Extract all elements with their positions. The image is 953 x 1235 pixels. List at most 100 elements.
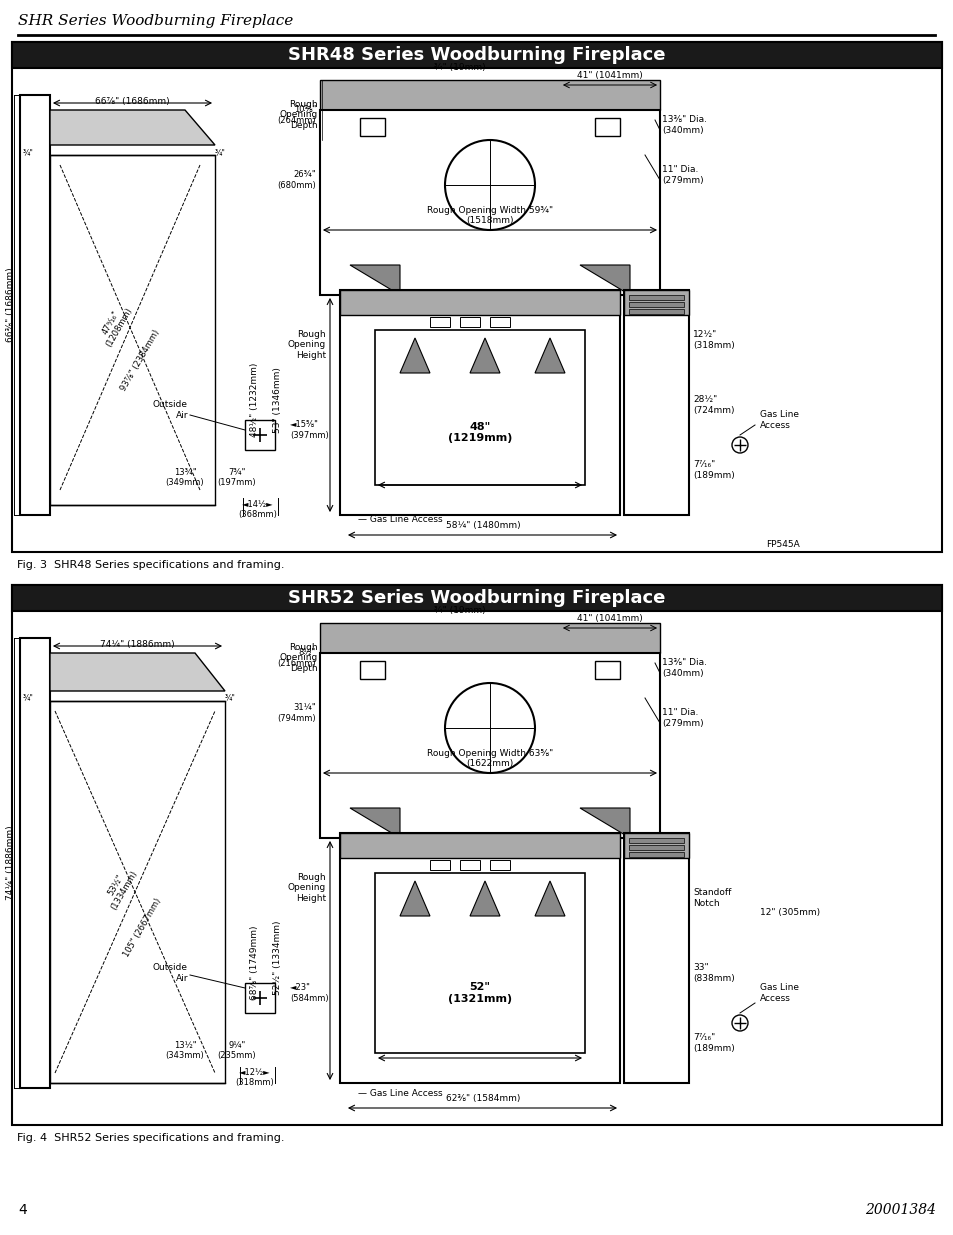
Bar bbox=[459, 317, 479, 327]
Bar bbox=[12, 585, 941, 611]
Text: FP545A: FP545A bbox=[765, 540, 800, 550]
Text: Rough
Opening
Height: Rough Opening Height bbox=[288, 330, 326, 359]
Text: Rough Opening Width 59¾"
(1518mm): Rough Opening Width 59¾" (1518mm) bbox=[427, 205, 553, 225]
Polygon shape bbox=[399, 881, 430, 916]
Text: 53½"
(1334mm): 53½" (1334mm) bbox=[100, 864, 139, 911]
Bar bbox=[12, 42, 941, 552]
Bar bbox=[12, 42, 941, 68]
Bar bbox=[628, 309, 683, 314]
Bar bbox=[628, 839, 683, 844]
Bar bbox=[623, 290, 688, 515]
Text: SHR52 Series Woodburning Fireplace: SHR52 Series Woodburning Fireplace bbox=[288, 589, 665, 606]
Text: 52"
(1321mm): 52" (1321mm) bbox=[448, 982, 512, 1004]
Polygon shape bbox=[50, 653, 225, 692]
Text: 47⁹⁄₁₆"
(1208mm): 47⁹⁄₁₆" (1208mm) bbox=[95, 301, 134, 348]
Text: 93⅞" (2384mm): 93⅞" (2384mm) bbox=[119, 327, 161, 393]
Text: 9¼"
(235mm): 9¼" (235mm) bbox=[217, 1041, 256, 1061]
Text: ◄23"
(584mm): ◄23" (584mm) bbox=[290, 983, 328, 1003]
Bar bbox=[459, 860, 479, 869]
Text: 12" (305mm): 12" (305mm) bbox=[760, 909, 820, 918]
Text: 11" Dia.
(279mm): 11" Dia. (279mm) bbox=[661, 709, 703, 727]
Text: Gas Line
Access: Gas Line Access bbox=[760, 410, 799, 430]
Text: 41" (1041mm): 41" (1041mm) bbox=[577, 70, 642, 80]
Text: ¾" (19mm): ¾" (19mm) bbox=[434, 63, 485, 72]
Text: 13⅜" Dia.
(340mm): 13⅜" Dia. (340mm) bbox=[661, 115, 706, 135]
Text: ¾": ¾" bbox=[23, 148, 33, 158]
Polygon shape bbox=[50, 156, 214, 505]
Text: 68⅞" (1749mm): 68⅞" (1749mm) bbox=[251, 926, 259, 1000]
Text: 8½"
(216mm): 8½" (216mm) bbox=[277, 648, 315, 668]
Text: 53" (1346mm): 53" (1346mm) bbox=[274, 367, 282, 433]
Polygon shape bbox=[579, 808, 629, 839]
Text: 66⅜" (1686mm): 66⅜" (1686mm) bbox=[6, 268, 14, 342]
Text: ◄12½►
(318mm): ◄12½► (318mm) bbox=[235, 1068, 274, 1087]
Bar bbox=[339, 290, 619, 515]
Bar bbox=[319, 622, 659, 653]
Text: ◄14½►
(368mm): ◄14½► (368mm) bbox=[238, 500, 277, 520]
Text: ¾": ¾" bbox=[224, 694, 235, 703]
Polygon shape bbox=[470, 338, 499, 373]
Text: 13½"
(343mm): 13½" (343mm) bbox=[166, 1041, 204, 1061]
Text: ◄15⅝"
(397mm): ◄15⅝" (397mm) bbox=[290, 420, 329, 440]
Text: 52½" (1334mm): 52½" (1334mm) bbox=[274, 921, 282, 995]
Bar bbox=[490, 860, 510, 869]
Bar bbox=[319, 80, 659, 110]
Text: 33"
(838mm): 33" (838mm) bbox=[692, 963, 734, 983]
Polygon shape bbox=[535, 338, 564, 373]
Text: Fig. 4  SHR52 Series specifications and framing.: Fig. 4 SHR52 Series specifications and f… bbox=[17, 1132, 284, 1144]
Bar bbox=[375, 873, 584, 1053]
Polygon shape bbox=[535, 881, 564, 916]
Text: Gas Line
Access: Gas Line Access bbox=[760, 983, 799, 1003]
Text: 7¾"
(197mm): 7¾" (197mm) bbox=[217, 468, 256, 488]
Text: 4: 4 bbox=[18, 1203, 27, 1216]
Bar bbox=[490, 317, 510, 327]
Bar bbox=[623, 832, 688, 858]
Text: 28½"
(724mm): 28½" (724mm) bbox=[692, 395, 734, 415]
Text: 13⅜" Dia.
(340mm): 13⅜" Dia. (340mm) bbox=[661, 658, 706, 678]
Bar bbox=[375, 330, 584, 485]
Polygon shape bbox=[470, 881, 499, 916]
Bar bbox=[595, 661, 619, 679]
Bar bbox=[595, 119, 619, 136]
Text: ¾" (19mm): ¾" (19mm) bbox=[434, 606, 485, 615]
Text: 7⁷⁄₁₆"
(189mm): 7⁷⁄₁₆" (189mm) bbox=[692, 1034, 734, 1052]
Text: Standoff
Notch: Standoff Notch bbox=[692, 888, 731, 908]
Text: SHR Series Woodburning Fireplace: SHR Series Woodburning Fireplace bbox=[18, 14, 293, 28]
Bar bbox=[245, 420, 274, 450]
Polygon shape bbox=[579, 266, 629, 295]
Text: Rough
Opening
Height: Rough Opening Height bbox=[288, 873, 326, 903]
Text: — Gas Line Access: — Gas Line Access bbox=[357, 515, 442, 525]
Text: Rough
Opening
Depth: Rough Opening Depth bbox=[279, 100, 317, 130]
Polygon shape bbox=[50, 701, 225, 1083]
Bar bbox=[20, 95, 50, 515]
Bar bbox=[339, 832, 619, 858]
Text: ¾": ¾" bbox=[23, 694, 33, 703]
Text: Rough
Opening
Depth: Rough Opening Depth bbox=[279, 643, 317, 673]
Bar bbox=[359, 661, 385, 679]
Bar bbox=[623, 290, 688, 315]
Text: 62⅜" (1584mm): 62⅜" (1584mm) bbox=[445, 1094, 519, 1103]
Text: 26¾"
(680mm): 26¾" (680mm) bbox=[277, 170, 315, 190]
Text: Rough Opening Width 63⅝"
(1622mm): Rough Opening Width 63⅝" (1622mm) bbox=[426, 748, 553, 768]
Text: Outside
Air: Outside Air bbox=[152, 400, 188, 420]
Text: 105" (2667mm): 105" (2667mm) bbox=[122, 897, 163, 958]
Bar bbox=[339, 290, 619, 315]
Text: 31¼"
(794mm): 31¼" (794mm) bbox=[277, 703, 315, 722]
Bar bbox=[12, 585, 941, 1125]
Bar bbox=[319, 110, 659, 295]
Text: 41" (1041mm): 41" (1041mm) bbox=[577, 614, 642, 622]
Polygon shape bbox=[350, 808, 399, 839]
Text: Outside
Air: Outside Air bbox=[152, 963, 188, 983]
Text: — Gas Line Access: — Gas Line Access bbox=[357, 1088, 442, 1098]
Bar bbox=[628, 845, 683, 850]
Polygon shape bbox=[399, 338, 430, 373]
Bar bbox=[359, 119, 385, 136]
Text: 74¼" (1886mm): 74¼" (1886mm) bbox=[99, 640, 174, 650]
Text: ¾": ¾" bbox=[214, 148, 225, 158]
Text: 58¼" (1480mm): 58¼" (1480mm) bbox=[445, 521, 519, 530]
Bar bbox=[628, 295, 683, 300]
Bar bbox=[245, 983, 274, 1013]
Bar bbox=[20, 638, 50, 1088]
Bar bbox=[628, 852, 683, 857]
Text: 10⅜"
(264mm): 10⅜" (264mm) bbox=[277, 105, 315, 125]
